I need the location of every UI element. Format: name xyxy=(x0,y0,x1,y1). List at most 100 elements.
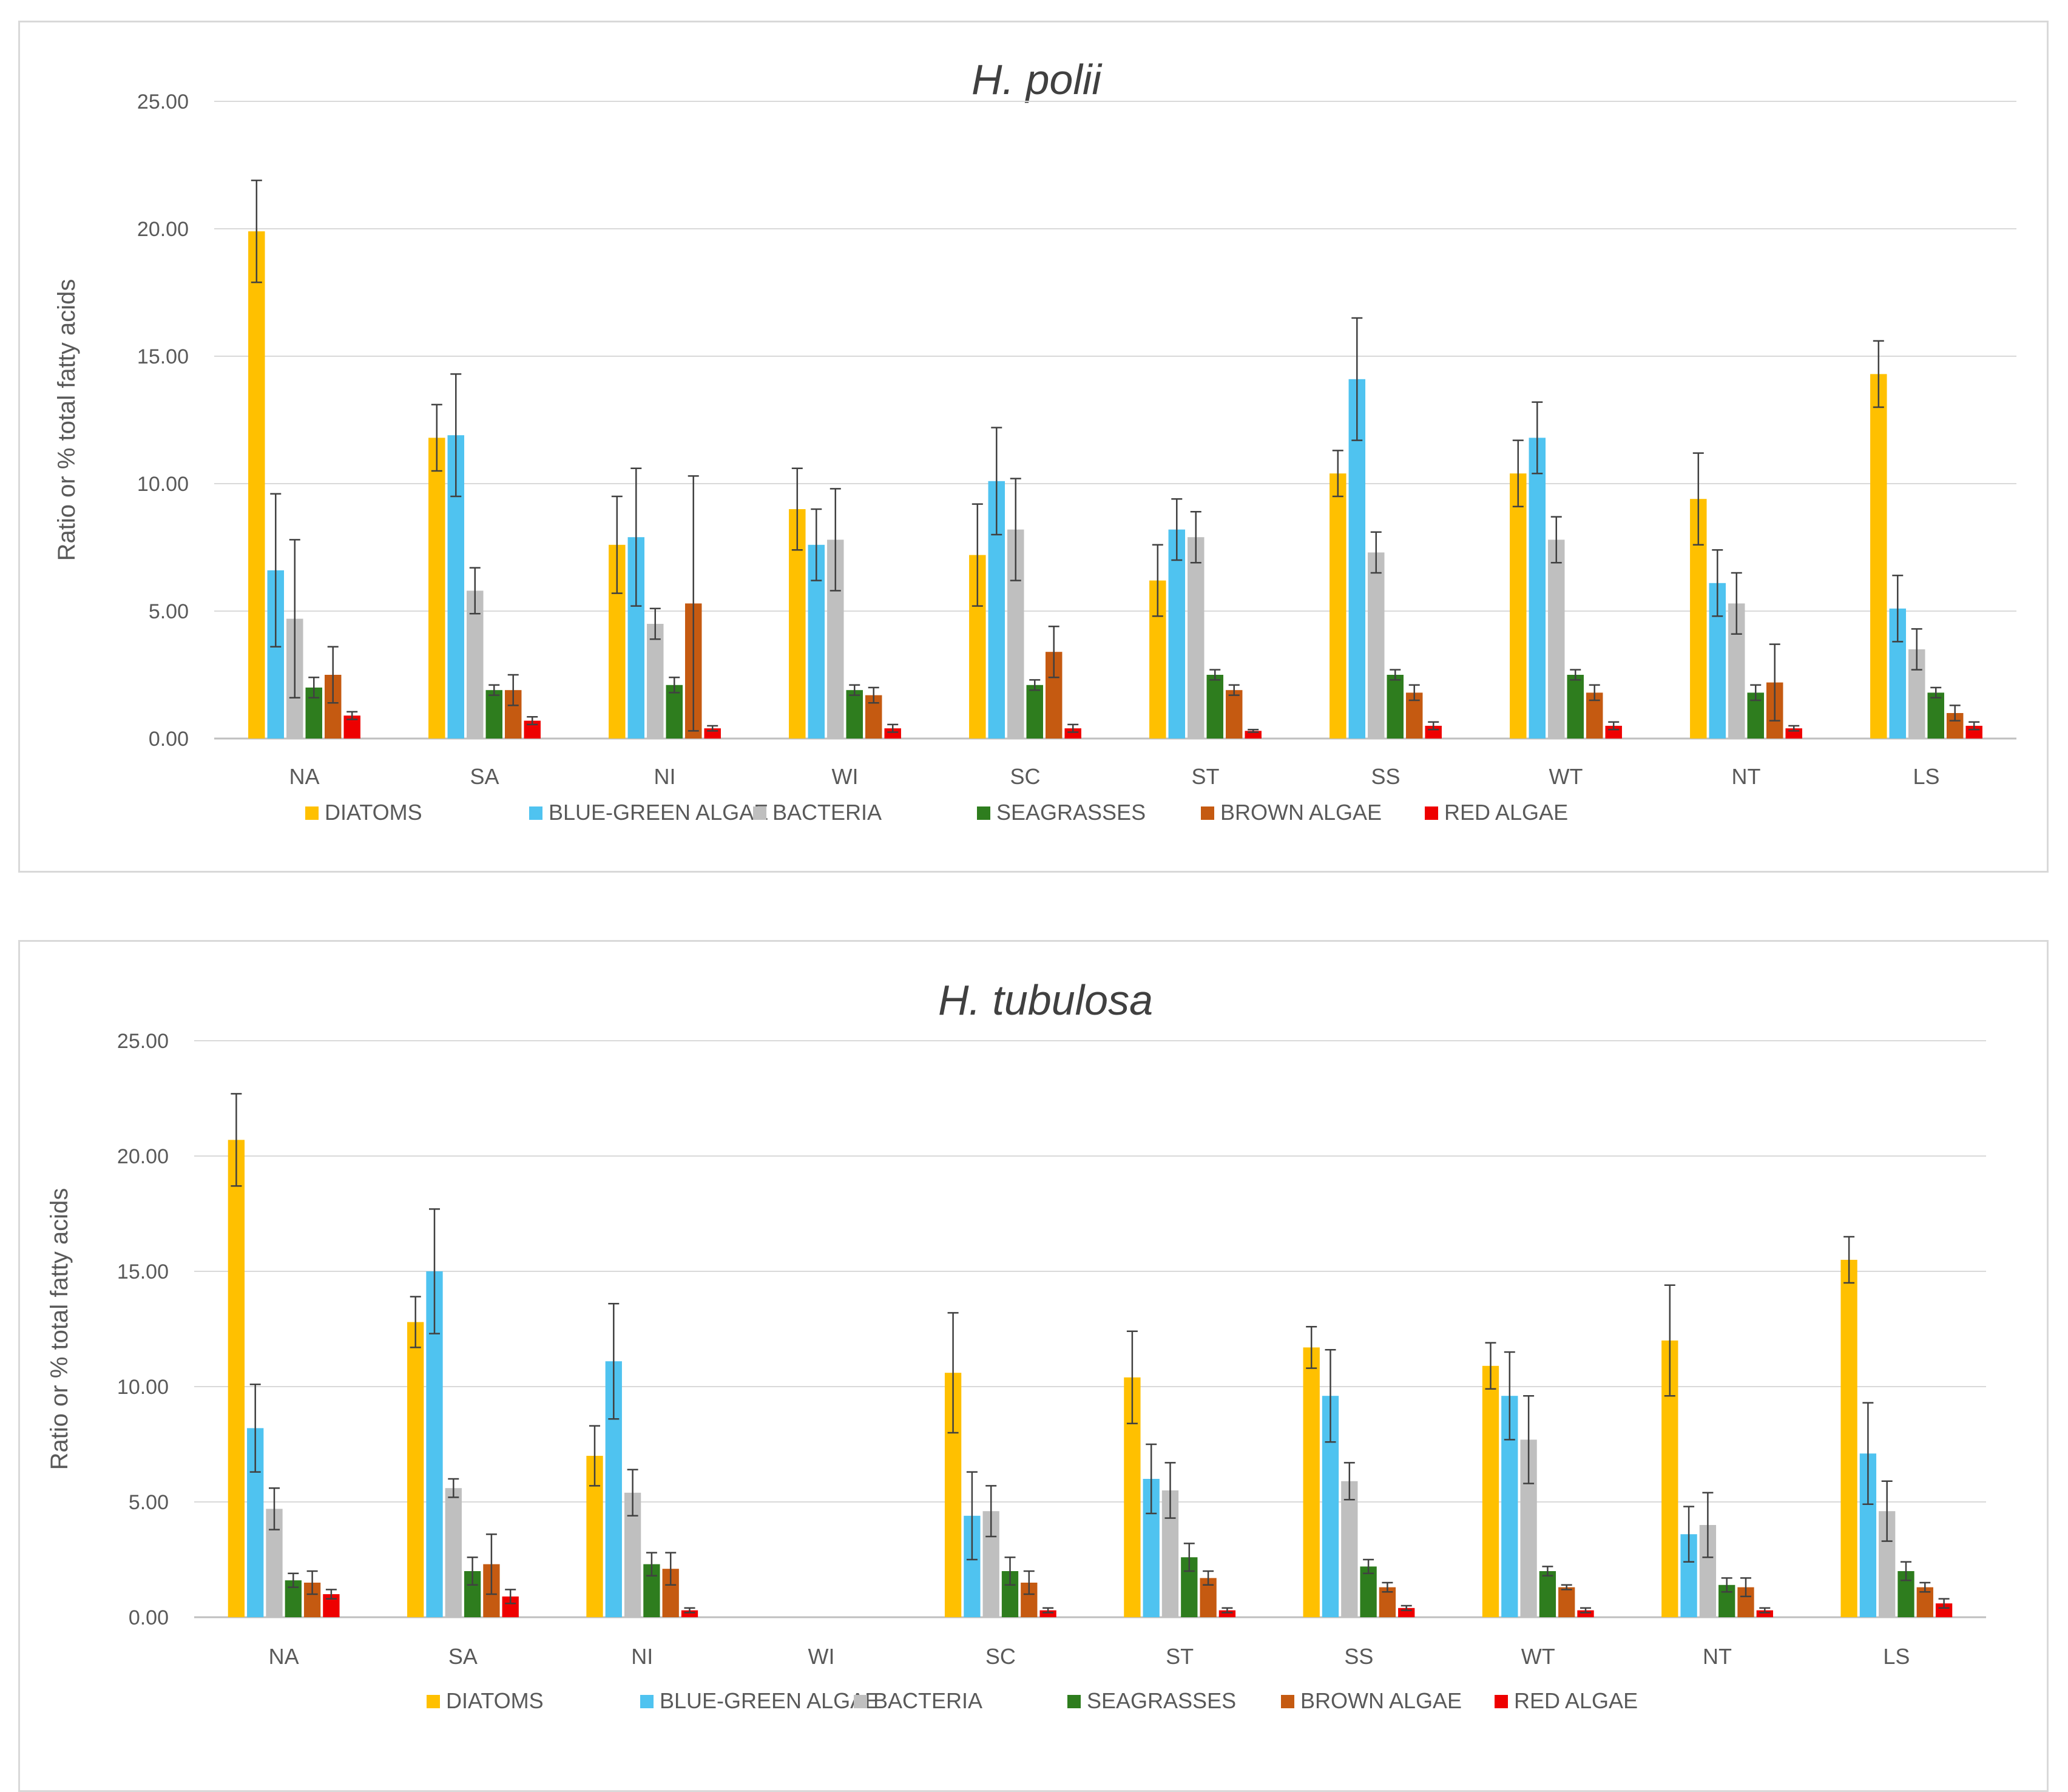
legend-swatch xyxy=(753,806,766,820)
bar xyxy=(681,1610,698,1617)
chart-h-polii: H. polii 0.00 5.00 10.00 15.00 20.00 25.00 Rati… xyxy=(53,56,2016,825)
legend-label: RED ALGAE xyxy=(1514,1688,1638,1713)
x-category-label: LS xyxy=(1913,764,1939,789)
x-category-label: NI xyxy=(654,764,676,789)
bar xyxy=(846,690,863,739)
bar xyxy=(1360,1566,1377,1617)
x-category-label: NA xyxy=(289,764,319,789)
y-tick-label: 25.00 xyxy=(137,90,189,113)
chart-panel-h-polii: H. polii 0.00 5.00 10.00 15.00 20.00 25.00 Rati… xyxy=(18,21,2049,873)
y-tick-label: 25.00 xyxy=(117,1030,169,1053)
x-category-label: WT xyxy=(1521,1644,1555,1669)
y-axis-label: Ratio or % total fatty acids xyxy=(53,279,80,561)
legend-swatch xyxy=(1067,1695,1081,1708)
chart-title: H. polii xyxy=(971,56,1103,103)
x-category-label: SA xyxy=(470,764,499,789)
x-category-label: SS xyxy=(1344,1644,1373,1669)
bar xyxy=(1539,1571,1556,1617)
legend-label: BROWN ALGAE xyxy=(1300,1688,1462,1713)
y-tick-label: 20.00 xyxy=(117,1145,169,1168)
bar xyxy=(467,590,484,739)
bar xyxy=(1225,690,1243,739)
bar xyxy=(647,624,664,739)
x-category-label: WI xyxy=(808,1644,835,1669)
bar xyxy=(445,1488,462,1617)
legend-swatch xyxy=(1495,1695,1508,1708)
legend-label: SEAGRASSES xyxy=(1087,1688,1236,1713)
legend-label: RED ALGAE xyxy=(1444,800,1568,825)
x-category-label: ST xyxy=(1166,1644,1194,1669)
bar xyxy=(1756,1610,1773,1617)
bar xyxy=(1330,473,1347,739)
bar xyxy=(485,690,502,739)
x-category-label: SS xyxy=(1371,764,1400,789)
x-category-label: NA xyxy=(269,1644,299,1669)
legend-swatch xyxy=(640,1695,654,1708)
bar xyxy=(1482,1365,1499,1617)
legend-label: SEAGRASSES xyxy=(996,800,1146,825)
bar xyxy=(1510,473,1527,739)
bar xyxy=(666,685,683,739)
chart-h-tubulosa: H. tubulosa 0.00 5.00 10.00 15.00 20.00 25.00 R… xyxy=(46,976,1986,1713)
bar xyxy=(248,231,265,739)
x-category-label: NT xyxy=(1703,1644,1732,1669)
chart-panel-h-tubulosa: H. tubulosa 0.00 5.00 10.00 15.00 20.00 25.00 R… xyxy=(18,940,2049,1792)
x-category-label: NT xyxy=(1732,764,1761,789)
bar xyxy=(1026,685,1043,739)
x-category-label: LS xyxy=(1883,1644,1910,1669)
bar xyxy=(1368,552,1385,739)
bar xyxy=(1529,438,1546,739)
y-tick-label: 5.00 xyxy=(149,600,189,623)
x-category-label: ST xyxy=(1191,764,1219,789)
x-category-label: WI xyxy=(832,764,859,789)
y-tick-label: 10.00 xyxy=(137,473,189,496)
x-category-label: SA xyxy=(448,1644,478,1669)
bar xyxy=(228,1140,245,1617)
legend-label: DIATOMS xyxy=(446,1688,544,1713)
bar xyxy=(1168,529,1186,739)
x-category-label: WT xyxy=(1549,764,1583,789)
legend-swatch xyxy=(977,806,990,820)
bar xyxy=(1567,675,1584,739)
legend-label: BACTERIA xyxy=(873,1688,982,1713)
legend-swatch xyxy=(529,806,542,820)
bar xyxy=(1935,1603,1953,1617)
y-tick-label: 0.00 xyxy=(129,1606,169,1629)
legend-swatch xyxy=(427,1695,440,1708)
y-tick-label: 15.00 xyxy=(137,345,189,368)
bar xyxy=(1039,1610,1056,1617)
bar xyxy=(1218,1610,1236,1617)
bar xyxy=(1577,1610,1594,1617)
bar xyxy=(1548,539,1565,739)
legend-label: BACTERIA xyxy=(772,800,882,825)
bar xyxy=(1558,1587,1575,1617)
x-category-label: NI xyxy=(631,1644,653,1669)
legend-swatch xyxy=(1201,806,1214,820)
bar xyxy=(1387,675,1404,739)
y-tick-label: 10.00 xyxy=(117,1376,169,1399)
bar xyxy=(1840,1260,1857,1617)
legend-swatch xyxy=(1425,806,1438,820)
bar xyxy=(1341,1481,1358,1617)
bar xyxy=(407,1322,424,1617)
bar xyxy=(428,438,445,739)
y-tick-label: 15.00 xyxy=(117,1260,169,1283)
bar xyxy=(1927,692,1944,739)
bar xyxy=(1206,675,1223,739)
legend-label: BROWN ALGAE xyxy=(1220,800,1382,825)
legend-label: BLUE-GREEN ALGAE xyxy=(549,800,768,825)
bar xyxy=(1303,1347,1320,1617)
chart-title: H. tubulosa xyxy=(938,976,1153,1024)
legend-swatch xyxy=(305,806,319,820)
y-axis-label: Ratio or % total fatty acids xyxy=(46,1188,73,1470)
legend-label: BLUE-GREEN ALGAE xyxy=(660,1688,879,1713)
x-category-label: SC xyxy=(1010,764,1040,789)
y-tick-label: 0.00 xyxy=(149,728,189,751)
y-tick-label: 5.00 xyxy=(129,1491,169,1514)
y-tick-label: 20.00 xyxy=(137,218,189,241)
legend-swatch xyxy=(854,1695,867,1708)
legend-label: DIATOMS xyxy=(325,800,422,825)
bar xyxy=(1188,537,1205,739)
x-category-label: SC xyxy=(985,1644,1016,1669)
legend-swatch xyxy=(1281,1695,1294,1708)
